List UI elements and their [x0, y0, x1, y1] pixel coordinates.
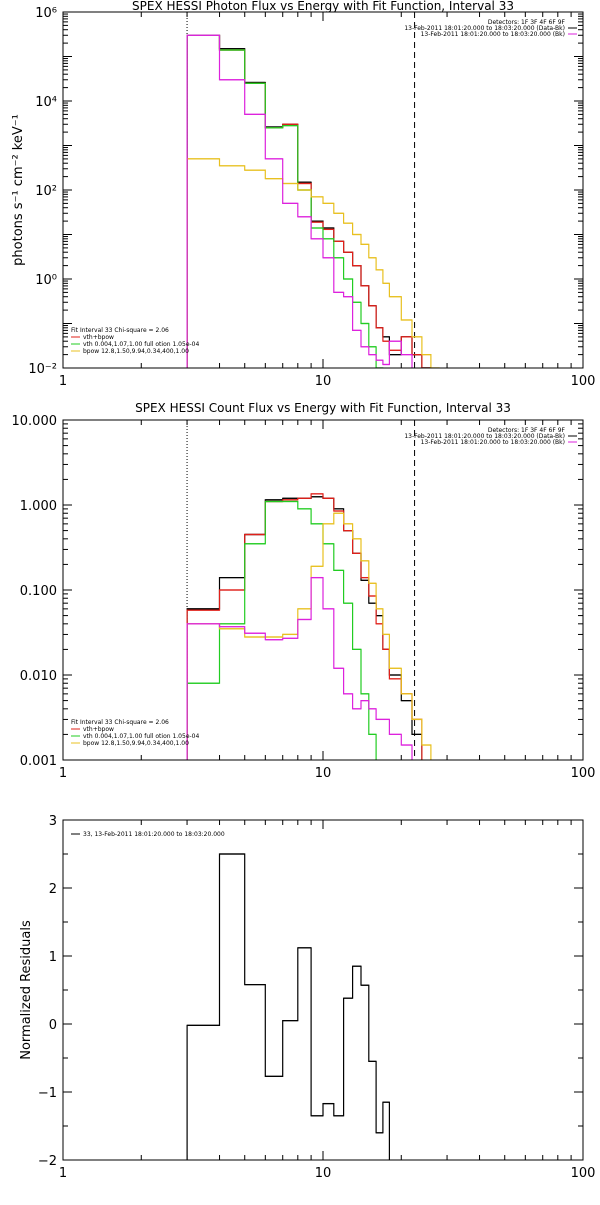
y-tick-label: 0.100: [20, 584, 57, 599]
y-tick-label: 10.000: [12, 414, 58, 429]
legend-entry: vth 0.004,1.07,1.00 full otion 1.05e-04: [83, 733, 199, 740]
x-tick-label: 100: [571, 766, 596, 781]
info-line: Detectors: 1F 3F 4F 6F 9F: [488, 19, 566, 26]
series-bk: [186, 576, 413, 760]
series-line: [186, 34, 384, 368]
y-tick-label: 1.000: [20, 499, 57, 514]
series-line: [186, 853, 390, 1160]
series-bpow: [186, 512, 432, 760]
y-tick-label: 10²: [35, 184, 57, 199]
series-vth: [186, 500, 377, 760]
y-axis-label: Normalized Residuals: [19, 920, 34, 1060]
x-tick-label: 1: [59, 766, 67, 781]
info-line: 13-Feb-2011 18:01:20.000 to 18:03:20.000…: [404, 25, 565, 32]
series-line: [186, 577, 413, 760]
y-tick-label: −1: [38, 1086, 57, 1101]
y-tick-label: 0.001: [20, 754, 57, 769]
x-tick-label: 10: [315, 766, 332, 781]
plot-frame: [62, 819, 584, 1161]
y-tick-label: 3: [49, 814, 57, 829]
x-tick-label: 100: [571, 374, 596, 389]
legend-entry: vth 0.004,1.07,1.00 full otion 1.05e-04: [83, 341, 199, 348]
y-tick-label: 1: [49, 950, 57, 965]
chart-title: SPEX HESSI Photon Flux vs Energy with Fi…: [132, 0, 514, 13]
legend-entry: vth+bpow: [83, 334, 114, 341]
series-vth: [186, 34, 384, 368]
legend-entry: 33, 13-Feb-2011 18:01:20.000 to 18:03:20…: [83, 831, 225, 838]
y-tick-label: −2: [38, 1154, 57, 1169]
info-line: 13-Feb-2011 18:01:20.000 to 18:03:20.000…: [421, 31, 565, 38]
x-tick-label: 1: [59, 374, 67, 389]
y-tick-label: 10⁻²: [28, 362, 57, 377]
info-line: 13-Feb-2011 18:01:20.000 to 18:03:20.000…: [421, 439, 565, 446]
x-tick-label: 1: [59, 1166, 67, 1181]
info-line: 13-Feb-2011 18:01:20.000 to 18:03:20.000…: [404, 433, 565, 440]
series-line: [186, 512, 432, 760]
chart-panel-1: SPEX HESSI Photon Flux vs Energy with Fi…: [11, 0, 595, 389]
series-line: [186, 500, 377, 760]
y-tick-label: 0.010: [20, 669, 57, 684]
y-tick-label: 10⁰: [35, 273, 57, 288]
x-tick-label: 10: [315, 1166, 332, 1181]
chart-title: SPEX HESSI Count Flux vs Energy with Fit…: [135, 401, 511, 415]
legend-entry: vth+bpow: [83, 726, 114, 733]
legend-entry: Fit Interval 33 Chi-square = 2.06: [71, 327, 169, 334]
y-tick-label: 10⁶: [35, 6, 57, 21]
plot-frame: [62, 419, 584, 761]
chart-panel-2: SPEX HESSI Count Flux vs Energy with Fit…: [12, 401, 596, 781]
series-line: [186, 34, 413, 368]
legend-entry: bpow 12.8,1.50,9.94,0.34,400,1.00: [83, 348, 189, 355]
plot-frame: [62, 11, 584, 369]
y-tick-label: 10⁴: [35, 95, 57, 110]
legend-entry: bpow 12.8,1.50,9.94,0.34,400,1.00: [83, 740, 189, 747]
x-tick-label: 10: [315, 374, 332, 389]
series-bpow: [186, 158, 440, 368]
series-bk: [186, 34, 413, 368]
info-line: Detectors: 1F 3F 4F 6F 9F: [488, 427, 566, 434]
y-axis-label: photons s⁻¹ cm⁻² keV⁻¹: [11, 114, 26, 266]
y-tick-label: 0: [49, 1018, 57, 1033]
legend-entry: Fit Interval 33 Chi-square = 2.06: [71, 719, 169, 726]
x-tick-label: 100: [571, 1166, 596, 1181]
series-residuals: [186, 853, 390, 1160]
y-tick-label: 2: [49, 882, 57, 897]
series-line: [186, 158, 440, 368]
